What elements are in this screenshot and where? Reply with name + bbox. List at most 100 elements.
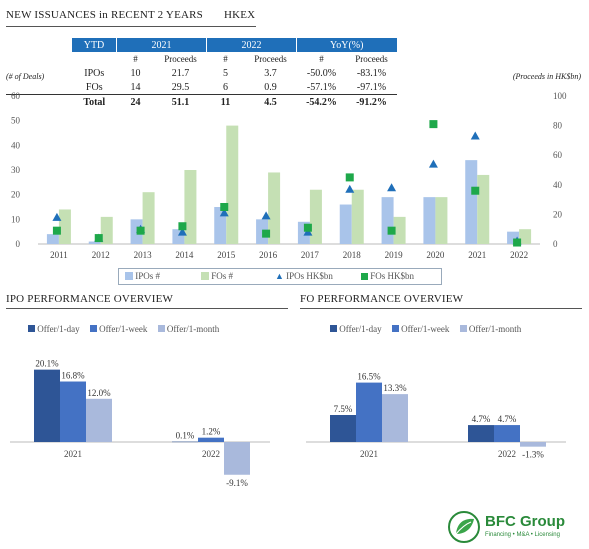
left-tick-label: 50 bbox=[11, 116, 21, 126]
legend-swatch-icon bbox=[125, 272, 133, 280]
ipo-performance-title: IPO PERFORMANCE OVERVIEW bbox=[6, 293, 174, 305]
data-label: 16.8% bbox=[61, 371, 85, 381]
legend-label: Offer/1-day bbox=[37, 324, 80, 334]
cell: 24 bbox=[130, 96, 141, 108]
fo-count-bar bbox=[58, 209, 71, 244]
category-label: 2022 bbox=[498, 449, 516, 459]
right-tick-label: 100 bbox=[553, 91, 567, 101]
cell: 29.5 bbox=[171, 81, 190, 93]
ipo-count-bar bbox=[423, 197, 436, 244]
right-tick-label: 80 bbox=[553, 121, 563, 131]
performance-bar bbox=[330, 415, 356, 442]
x-tick-label: 2012 bbox=[92, 250, 110, 260]
ipo-performance-chart: 20.1%16.8%12.0% 2021 0.1% 1.2% -9.1% 2022 bbox=[10, 359, 270, 488]
fo-count-bar bbox=[393, 216, 406, 244]
x-tick-label: 2013 bbox=[134, 250, 153, 260]
ipo-count-bar bbox=[381, 197, 394, 244]
triangle-icon: ▲ bbox=[275, 271, 284, 281]
x-tick-label: 2014 bbox=[175, 250, 194, 260]
leaf-logo-icon bbox=[448, 511, 480, 543]
brand-tagline: Financing • M&A • Licensing bbox=[485, 532, 560, 538]
fo-title-underline bbox=[300, 308, 582, 309]
data-label: 16.5% bbox=[357, 372, 381, 382]
left-tick-label: 60 bbox=[11, 91, 21, 101]
fo-count-bar bbox=[184, 170, 197, 244]
cell: 11 bbox=[220, 96, 231, 108]
subheader: Proceeds bbox=[254, 54, 287, 64]
legend-item-fos-proceeds: FOs HK$bn bbox=[361, 271, 414, 281]
legend-label: FOs # bbox=[211, 271, 234, 281]
row-label: IPOs bbox=[84, 67, 105, 79]
legend-item-ipos-count: IPOs # bbox=[125, 271, 160, 281]
legend-label: IPOs # bbox=[135, 271, 161, 281]
x-tick-label: 2011 bbox=[50, 250, 68, 260]
left-tick-label: 20 bbox=[11, 190, 21, 200]
fo-count-bar bbox=[435, 197, 448, 244]
data-label: 4.7% bbox=[498, 414, 517, 424]
legend-item-offer-1-day: Offer/1-day bbox=[28, 324, 80, 334]
legend-label: Offer/1-month bbox=[468, 324, 522, 334]
performance-bar bbox=[356, 382, 382, 442]
cell: -54.2% bbox=[306, 96, 337, 108]
ipo-count-bar bbox=[339, 204, 352, 244]
x-tick-label: 2019 bbox=[385, 250, 404, 260]
square-icon bbox=[361, 273, 368, 280]
data-label: 4.7% bbox=[472, 414, 491, 424]
fo-count-bar bbox=[142, 192, 155, 244]
ipo-proceeds-point bbox=[387, 183, 397, 192]
fo-proceeds-point bbox=[513, 238, 522, 247]
performance-bar bbox=[224, 442, 250, 475]
fo-proceeds-point bbox=[303, 223, 312, 232]
fo-proceeds-point bbox=[471, 186, 480, 195]
fo-proceeds-point bbox=[52, 226, 61, 235]
page-title-text: NEW ISSUANCES in RECENT 2 YEARS bbox=[6, 9, 203, 21]
legend-label: Offer/1-week bbox=[99, 324, 148, 334]
table-row: FOs 14 29.5 6 0.9 -57.1% -97.1% bbox=[6, 80, 397, 95]
fo-proceeds-point bbox=[262, 229, 271, 238]
legend-label: Offer/1-week bbox=[401, 324, 450, 334]
brand-name: BFC Group bbox=[485, 513, 565, 530]
ticker-label: HKEX bbox=[223, 9, 256, 21]
x-tick-label: 2022 bbox=[510, 250, 528, 260]
cell: 6 bbox=[223, 81, 228, 93]
brand-logo: BFC Group Financing • M&A • Licensing bbox=[447, 510, 587, 546]
legend-item-offer-1-day: Offer/1-day bbox=[330, 324, 382, 334]
data-label: -1.3% bbox=[522, 450, 544, 460]
ipo-proceeds-point bbox=[428, 159, 438, 168]
x-tick-label: 2018 bbox=[343, 250, 362, 260]
ipo-proceeds-point bbox=[219, 208, 229, 217]
legend-swatch-icon bbox=[28, 325, 35, 332]
fo-proceeds-point bbox=[220, 203, 229, 211]
performance-bar bbox=[34, 369, 60, 442]
performance-bar bbox=[172, 441, 198, 443]
right-tick-label: 60 bbox=[553, 150, 563, 160]
fo-legend: Offer/1-day Offer/1-week Offer/1-month bbox=[330, 324, 521, 334]
data-label: 0.1% bbox=[176, 431, 195, 441]
legend-label: Offer/1-month bbox=[166, 324, 220, 334]
legend-swatch-icon bbox=[459, 325, 467, 332]
ipo-count-bar bbox=[46, 234, 59, 244]
legend-item-offer-1-month: Offer/1-month bbox=[459, 324, 522, 334]
legend-item-offer-1-week: Offer/1-week bbox=[89, 324, 148, 334]
fo-count-bar bbox=[268, 172, 281, 244]
legend-swatch-icon bbox=[330, 325, 337, 332]
cell: -50.0% bbox=[306, 67, 337, 79]
performance-bar bbox=[520, 442, 546, 447]
left-tick-label: 30 bbox=[11, 165, 21, 175]
fo-proceeds-point bbox=[429, 120, 438, 129]
data-label: 1.2% bbox=[202, 427, 221, 437]
legend-label: Offer/1-day bbox=[339, 324, 382, 334]
fo-performance-chart: 7.5% 16.5%13.3% 2021 4.7% 4.7% -1.3% 2022 bbox=[306, 372, 566, 460]
stats-table: YTD 2021 2022 YoY(%) # Proceeds # Procee… bbox=[6, 38, 397, 109]
row-label: FOs bbox=[85, 81, 103, 93]
data-label: 13.3% bbox=[383, 383, 407, 393]
fo-count-bar bbox=[519, 229, 532, 244]
x-tick-label: 2020 bbox=[426, 250, 445, 260]
data-label: 12.0% bbox=[87, 388, 111, 398]
category-label: 2021 bbox=[360, 449, 378, 459]
cell: 4.5 bbox=[264, 96, 277, 108]
category-label: 2022 bbox=[202, 449, 220, 459]
issuance-combo-chart: 0 10 20 30 40 50 60 0 20 40 60 80 100 2011 2012 2013 201… bbox=[11, 91, 567, 260]
ipo-proceeds-point bbox=[345, 184, 355, 193]
fo-count-bar bbox=[477, 174, 490, 244]
